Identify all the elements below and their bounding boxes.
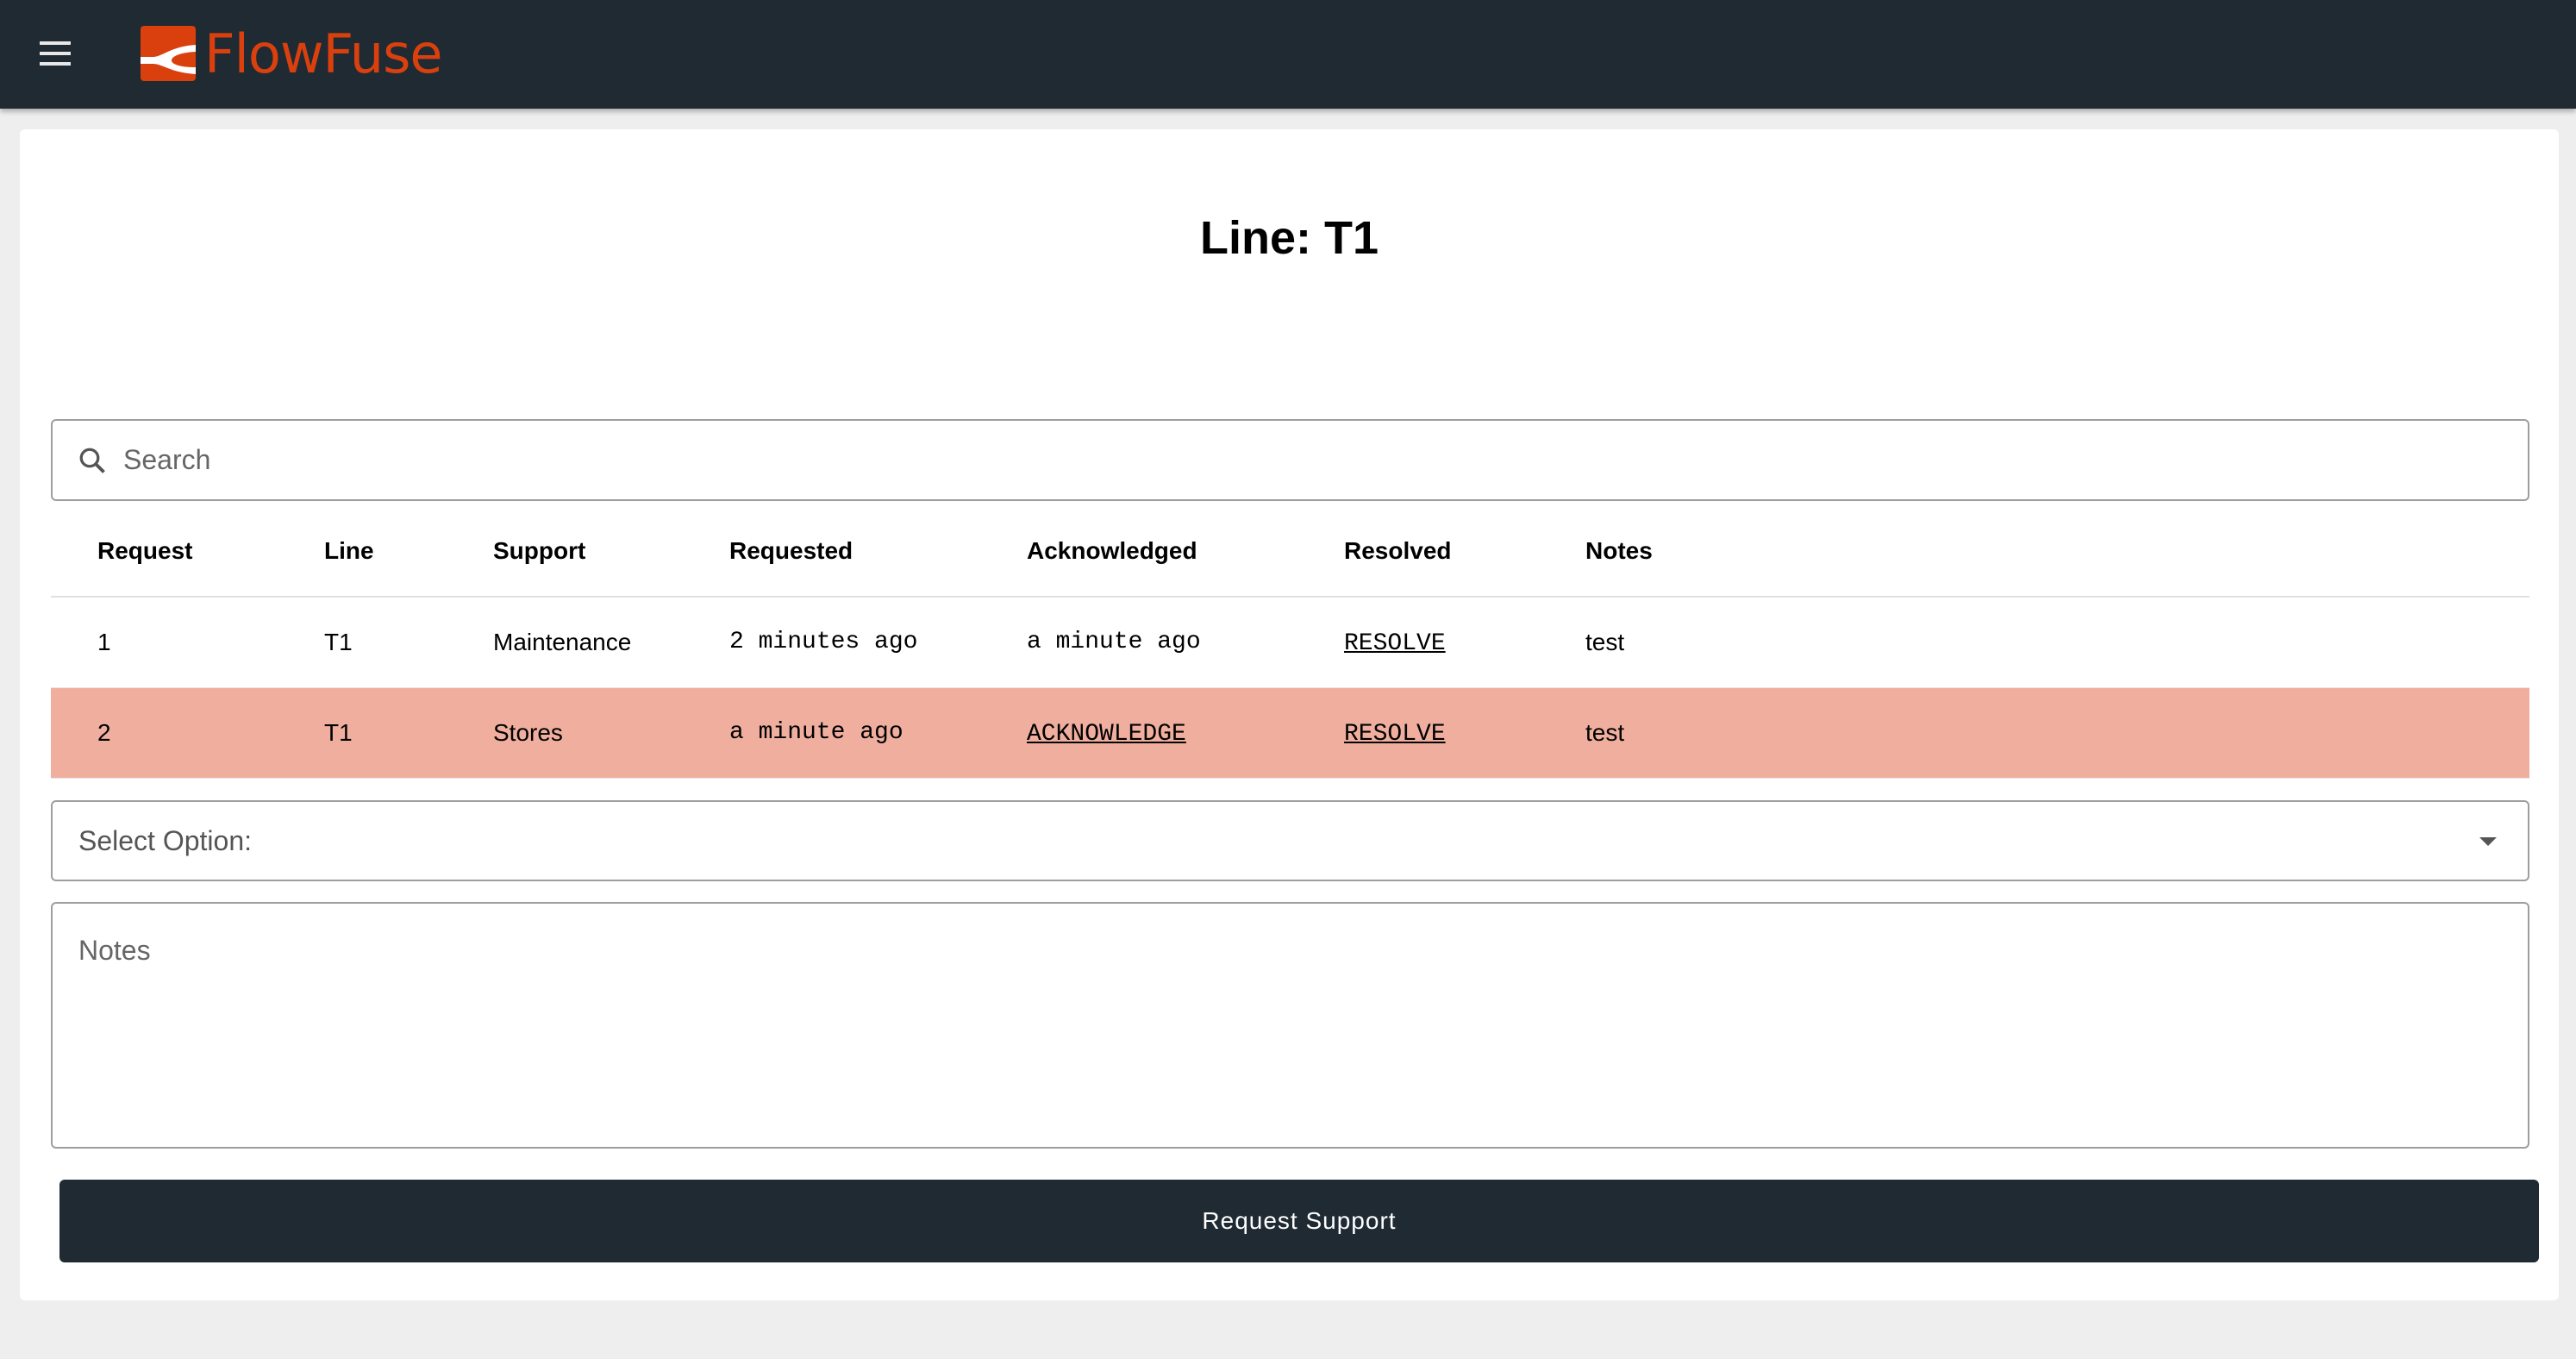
column-header[interactable]: Requested	[729, 505, 1027, 598]
page-title: Line: T1	[1199, 212, 1379, 264]
column-header[interactable]: Request	[51, 505, 324, 598]
hamburger-menu-icon[interactable]	[40, 41, 71, 66]
requests-table: Request Line Support Requested Acknowled…	[51, 505, 2529, 779]
flowfuse-logo-icon	[141, 26, 196, 81]
notes-placeholder: Notes	[78, 935, 151, 966]
cell-notes: test	[1585, 687, 2529, 779]
cell-line: T1	[324, 687, 493, 779]
cell-request: 2	[51, 687, 324, 779]
app-header: FlowFuse	[0, 0, 2576, 109]
request-support-button[interactable]: Request Support	[59, 1180, 2539, 1262]
table-row: 2 T1 Stores a minute ago ACKNOWLEDGE RES…	[51, 687, 2529, 779]
column-header[interactable]: Line	[324, 505, 493, 598]
resolve-link[interactable]: RESOLVE	[1344, 720, 1446, 748]
cell-request: 1	[51, 597, 324, 688]
chevron-down-icon	[2479, 837, 2497, 846]
cell-notes: test	[1585, 597, 2529, 688]
brand-logo: FlowFuse	[141, 22, 443, 85]
cell-acknowledged: a minute ago	[1027, 597, 1344, 688]
column-header[interactable]: Notes	[1585, 505, 2529, 598]
select-label: Select Option:	[78, 824, 252, 856]
table-header: Request Line Support Requested Acknowled…	[51, 505, 2529, 598]
column-header[interactable]: Acknowledged	[1027, 505, 1344, 598]
search-icon	[79, 448, 105, 473]
resolve-link[interactable]: RESOLVE	[1344, 629, 1446, 657]
column-header[interactable]: Resolved	[1344, 505, 1585, 598]
cell-line: T1	[324, 597, 493, 688]
main-card: Line: T1 Request Line Support Requested …	[20, 129, 2559, 1300]
cell-support: Stores	[493, 687, 729, 779]
column-header[interactable]: Support	[493, 505, 729, 598]
cell-requested: a minute ago	[729, 687, 1027, 779]
table-row: 1 T1 Maintenance 2 minutes ago a minute …	[51, 597, 2529, 688]
acknowledge-link[interactable]: ACKNOWLEDGE	[1027, 720, 1186, 748]
cell-support: Maintenance	[493, 597, 729, 688]
search-box[interactable]	[51, 419, 2529, 501]
support-option-select[interactable]: Select Option:	[51, 800, 2529, 881]
notes-textarea[interactable]: Notes	[51, 902, 2529, 1149]
search-input[interactable]	[123, 444, 2528, 476]
cell-requested: 2 minutes ago	[729, 597, 1027, 688]
brand-name: FlowFuse	[204, 22, 443, 85]
